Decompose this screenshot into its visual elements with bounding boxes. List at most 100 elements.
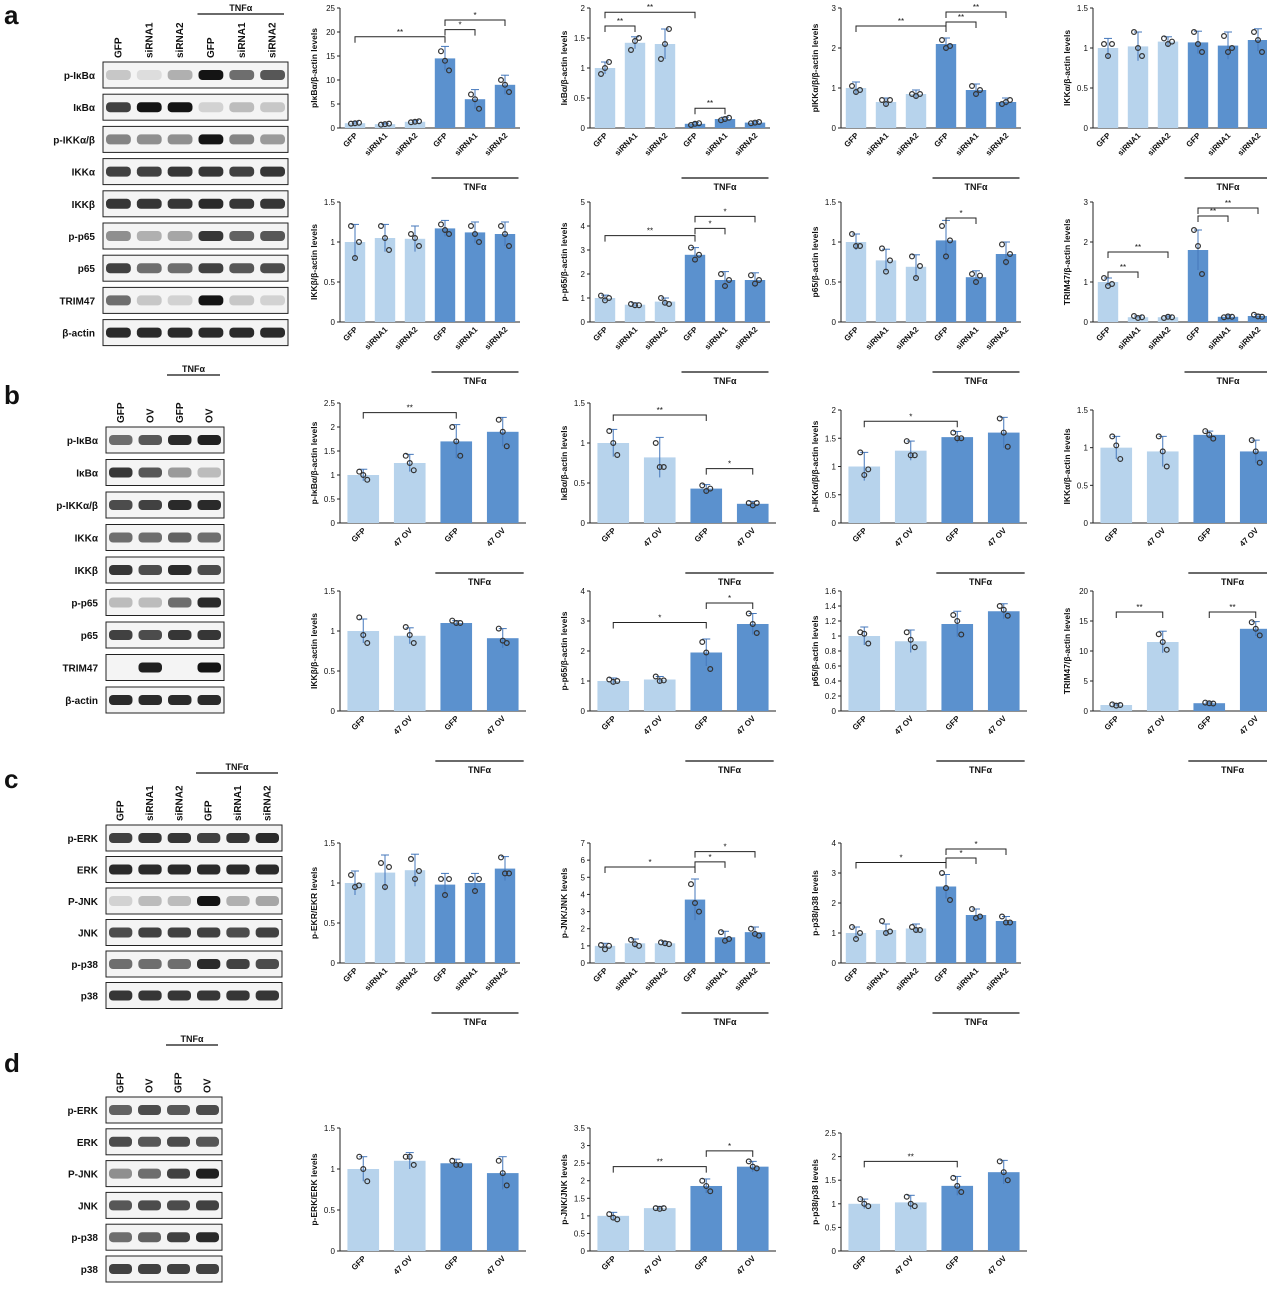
data-point (1206, 431, 1213, 438)
chart-b-14: 0 0.2 0.4 0.6 0.8 1 1.2 1.4 1.6 p65/β-actin level… (810, 587, 1027, 775)
tnf-label: TNFα (964, 376, 987, 386)
bar (875, 260, 897, 322)
y-tick-label: 3 (832, 4, 837, 13)
data-point (1108, 281, 1115, 288)
data-point (410, 639, 417, 646)
data-point (627, 936, 634, 943)
data-point (495, 625, 502, 632)
x-category-label: 47 OV (485, 714, 508, 737)
y-tick-label: 2 (581, 1177, 586, 1186)
x-category-label: 47 OV (485, 526, 508, 549)
blot-band (138, 695, 162, 705)
data-point (725, 277, 732, 284)
blot-row-label: IKKα (75, 534, 99, 545)
blot-band (198, 231, 224, 241)
y-tick-label: 10 (1079, 647, 1088, 656)
data-point (412, 118, 419, 125)
blot-band (138, 435, 162, 445)
bar (1097, 48, 1119, 128)
data-point (857, 1196, 864, 1203)
y-axis-label: TRIM47/β-actin levels (1062, 219, 1072, 306)
significance-label: * (648, 858, 651, 867)
data-point (753, 1165, 760, 1172)
data-point (996, 1158, 1003, 1165)
chart-b-11: 0 0.5 1 1.5 IKKα/β-actin levels GFP 47 OV GFP 47… (1062, 406, 1267, 587)
x-category-label: GFP (944, 1254, 962, 1272)
y-tick-label: 2 (581, 4, 586, 13)
data-point (1117, 455, 1124, 462)
blot-band (138, 597, 162, 608)
blot-band (226, 833, 250, 843)
y-tick-label: 1 (331, 627, 336, 636)
data-point (382, 235, 389, 242)
blot-band (226, 864, 250, 875)
blot-band (197, 695, 221, 705)
data-point (1163, 463, 1170, 470)
data-point (457, 452, 464, 459)
blot-row-label: IκBα (76, 469, 99, 480)
panel-label-c: c (4, 764, 18, 794)
blot-lane-label: siRNA2 (175, 22, 186, 58)
blot-panel-c: GFP siRNA1 siRNA2 GFP siRNA1 siRNA2 TNFα p-ERK E… (67, 762, 283, 1009)
blot-band (260, 102, 285, 113)
data-point (402, 623, 409, 630)
blot-band (136, 166, 162, 177)
data-point (717, 929, 724, 936)
blot-lane-label: siRNA1 (237, 22, 248, 58)
bar (1193, 434, 1226, 523)
data-point (446, 67, 453, 74)
data-point (1138, 52, 1145, 59)
blot-row-label: p65 (81, 631, 99, 642)
y-tick-label: 1.5 (825, 434, 837, 443)
blot-lane-label: GFP (174, 1072, 185, 1093)
y-axis-label: IκBα/β-actin levels (559, 30, 569, 105)
significance-label: ** (617, 17, 623, 26)
x-category-label: 47 OV (642, 526, 665, 549)
y-tick-label: 1.5 (324, 587, 336, 596)
data-point (503, 443, 510, 450)
data-point (495, 1157, 502, 1164)
data-point (1252, 625, 1259, 632)
bar (434, 228, 456, 322)
data-point (472, 96, 479, 103)
significance-bracket (604, 25, 636, 32)
data-point (912, 926, 919, 933)
data-point (606, 428, 613, 435)
significance-label: * (728, 594, 731, 603)
significance-label: * (959, 849, 962, 858)
data-point (652, 673, 659, 680)
data-point (631, 302, 638, 309)
data-point (1006, 251, 1013, 258)
blot-band (197, 927, 221, 938)
blot-band (168, 565, 192, 575)
data-point (1228, 313, 1235, 320)
significance-bracket (945, 11, 1007, 18)
bar (624, 42, 646, 128)
significance-bracket (1107, 271, 1139, 278)
blot-lane-label: siRNA2 (262, 785, 273, 821)
data-point (498, 223, 505, 230)
blot-band (138, 1168, 161, 1179)
blot-band (196, 1232, 219, 1243)
y-tick-label: 0 (331, 707, 336, 716)
panel-label-d: d (4, 1048, 20, 1078)
blot-strip (102, 93, 289, 121)
blot-band (196, 1168, 219, 1179)
blot-band (260, 263, 285, 274)
significance-bracket (1107, 251, 1169, 258)
blot-lane-label: siRNA1 (233, 785, 244, 821)
significance-bracket (945, 217, 977, 224)
blot-band (136, 70, 162, 80)
data-point (886, 928, 893, 935)
x-category-label: GFP (681, 131, 699, 149)
x-category-label: GFP (851, 526, 869, 544)
bar (594, 68, 616, 128)
bar (393, 635, 426, 711)
data-point (498, 854, 505, 861)
bar (845, 88, 867, 128)
data-point (1117, 701, 1124, 708)
y-tick-label: 1.5 (574, 399, 586, 408)
data-point (707, 1188, 714, 1195)
bar (594, 298, 616, 322)
